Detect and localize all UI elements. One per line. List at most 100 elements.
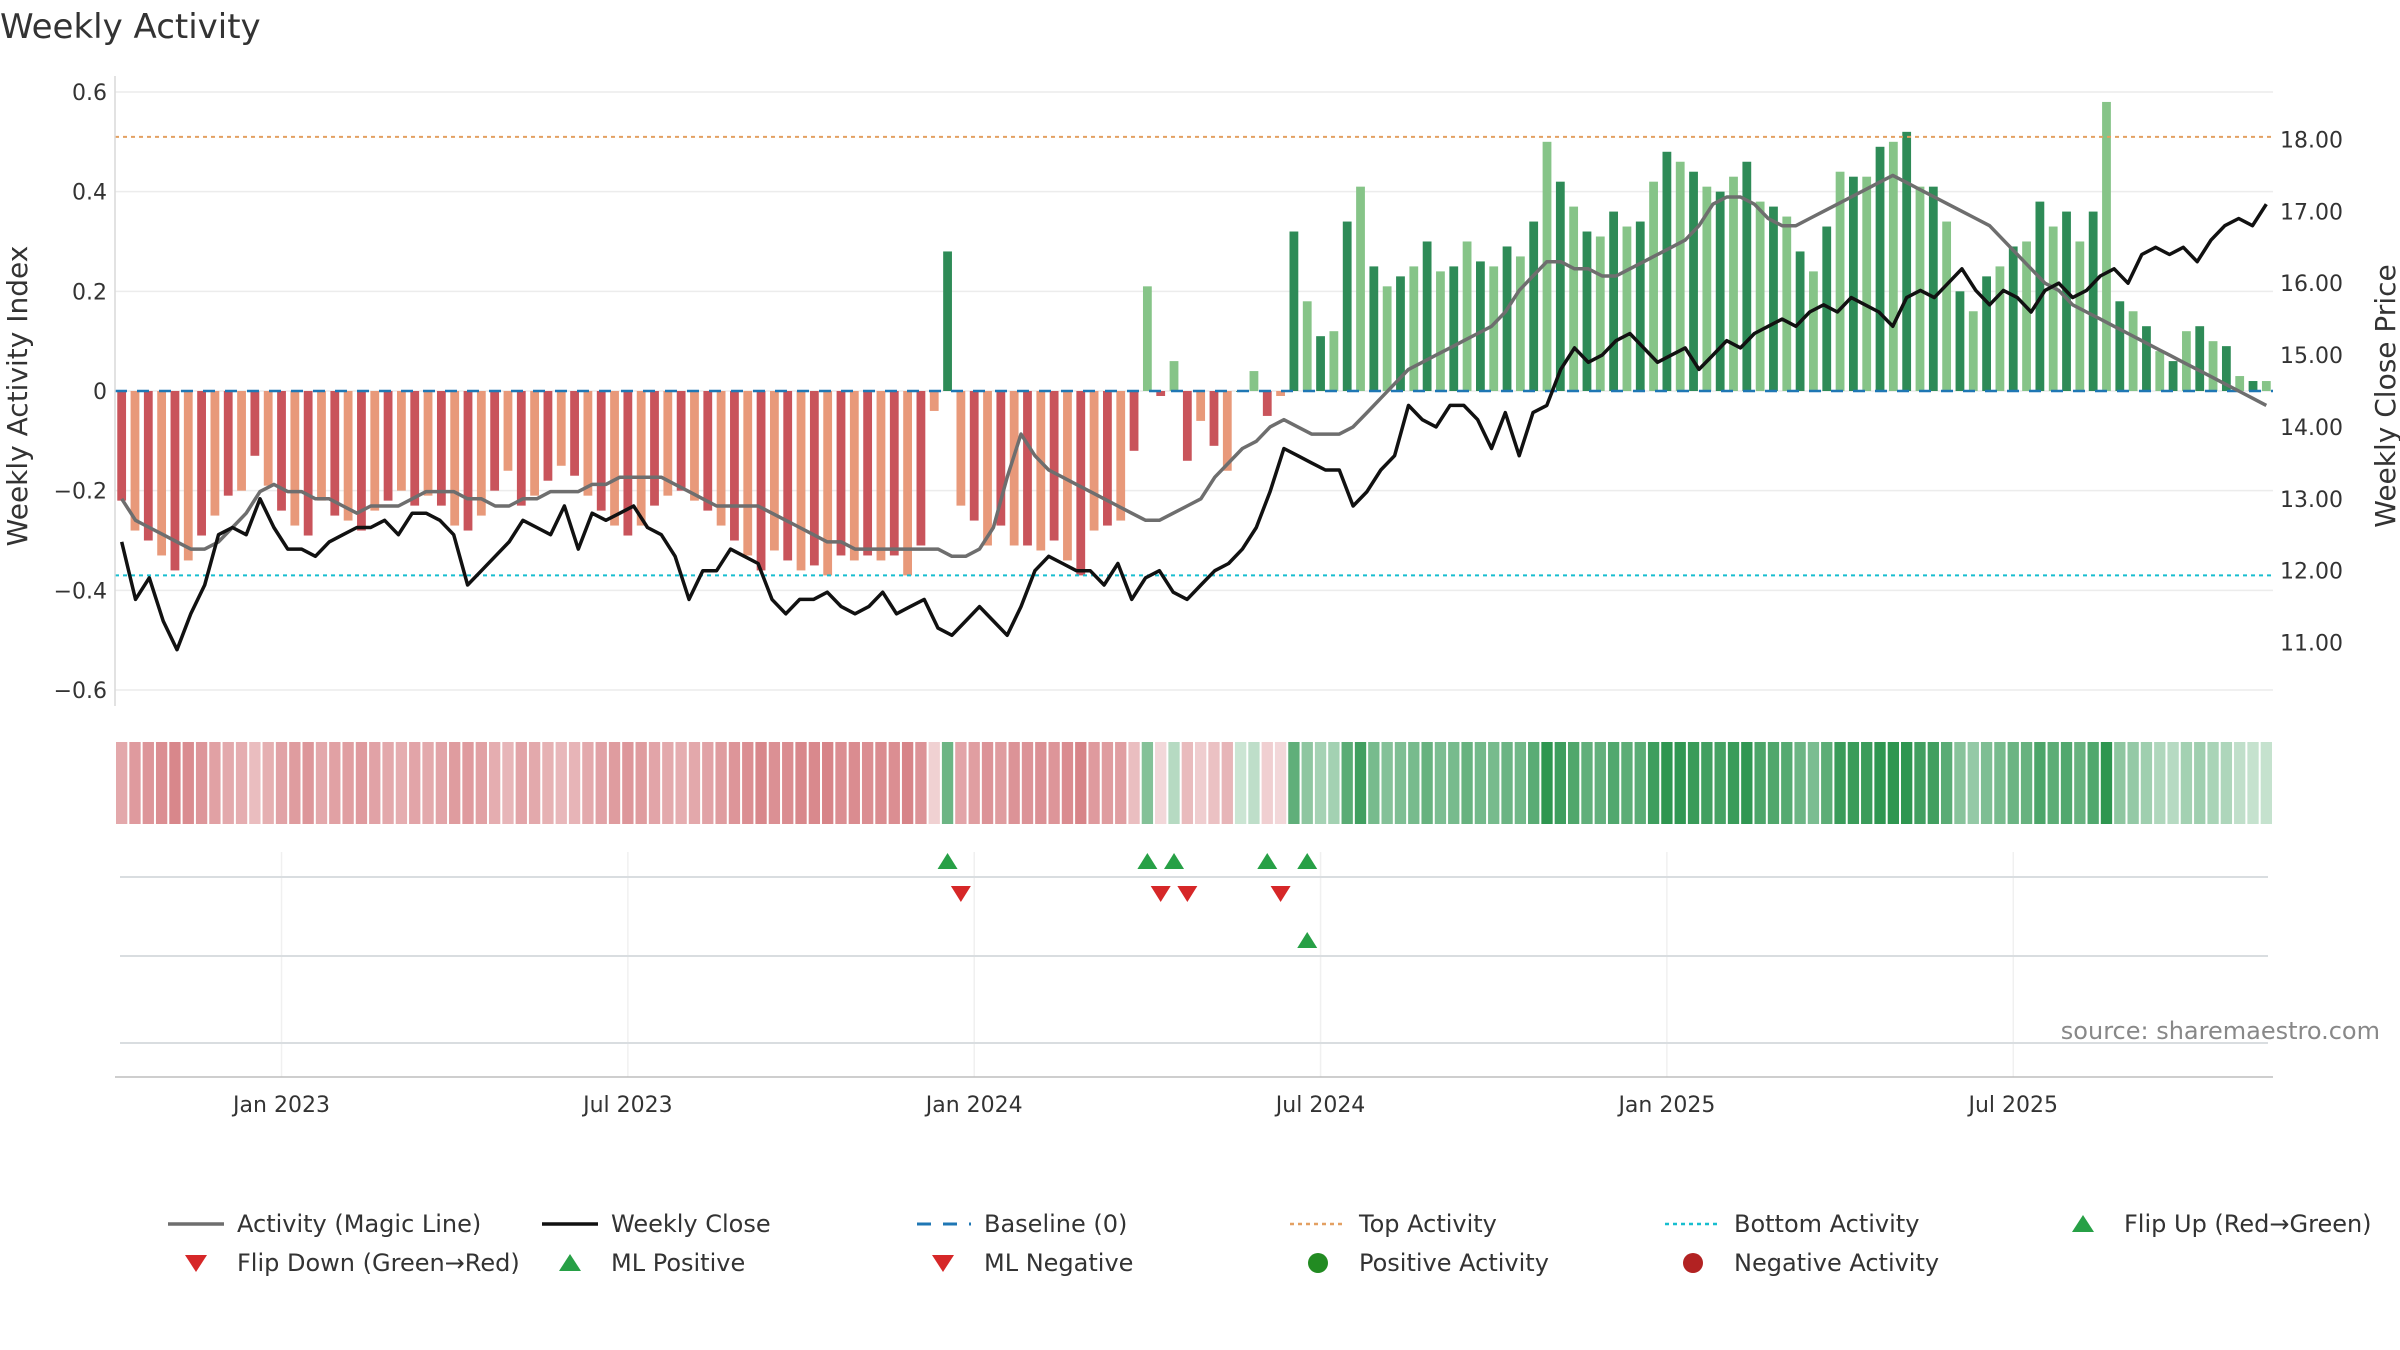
negative-activity-bar: [423, 391, 433, 496]
heat-strip-cell: [129, 742, 141, 824]
positive-activity-bar: [1569, 206, 1579, 391]
heat-strip-cell: [2260, 742, 2272, 824]
activity-heat-strip: [116, 742, 2272, 824]
heat-strip-cell: [1754, 742, 1766, 824]
positive-activity-bar: [1515, 256, 1525, 391]
heat-strip-cell: [2034, 742, 2046, 824]
series-lines: [119, 173, 2268, 652]
positive-activity-bar: [1502, 246, 1512, 391]
positive-activity-bar: [1436, 271, 1445, 391]
legend-circle-icon: [1308, 1253, 1328, 1273]
x-tick-label: Jul 2025: [1966, 1093, 2058, 1118]
activity-bars: [117, 101, 2271, 576]
negative-activity-bar: [263, 391, 273, 486]
negative-activity-bar: [556, 391, 566, 466]
positive-activity-bar: [1888, 141, 1898, 391]
heat-strip-cell: [262, 742, 274, 824]
y-right-tick-label: 11.00: [2280, 632, 2343, 657]
heat-strip-cell: [355, 742, 368, 824]
heat-strip-cell: [1008, 742, 1020, 824]
heat-strip-cell: [2020, 742, 2033, 824]
negative-activity-bar: [703, 391, 713, 511]
negative-activity-bar: [996, 391, 1006, 526]
legend: Activity (Magic Line) Weekly Close Baselin…: [168, 1210, 2372, 1277]
heat-strip-cell: [369, 742, 381, 824]
heat-strip-cell: [182, 742, 194, 824]
heat-strip-cell: [1528, 742, 1540, 824]
positive-activity-bar: [1715, 191, 1725, 391]
negative-activity-bar: [623, 391, 633, 536]
heat-strip-cell: [1434, 742, 1447, 824]
positive-activity-bar: [1675, 161, 1685, 391]
negative-activity-bar: [809, 391, 819, 566]
heat-strip-cell: [315, 742, 328, 824]
heat-strip-cell: [342, 742, 354, 824]
flip-up-marker: [1137, 853, 1158, 869]
heat-strip-cell: [768, 742, 781, 824]
heat-strip-cell: [808, 742, 821, 824]
heat-strip-cell: [1607, 742, 1620, 824]
heat-strip-cell: [1594, 742, 1606, 824]
heat-strip-cell: [1714, 742, 1726, 824]
heat-strip-cell: [1248, 742, 1260, 824]
heat-strip-cell: [1727, 742, 1740, 824]
positive-activity-bar: [1382, 286, 1392, 391]
heat-strip-cell: [449, 742, 461, 824]
positive-activity-bar: [2088, 211, 2098, 391]
heat-strip-cell: [395, 742, 408, 824]
heat-strip-cell: [329, 742, 341, 824]
flip-down-marker: [1177, 886, 1198, 902]
positive-activity-bar: [1742, 161, 1752, 391]
y-axis-left-label: Weekly Activity Index: [1, 246, 34, 547]
negative-activity-bar: [1076, 391, 1086, 576]
negative-activity-bar: [1262, 391, 1272, 416]
positive-activity-bar: [1649, 181, 1658, 391]
heat-strip-cell: [1994, 742, 2006, 824]
negative-activity-bar: [929, 391, 939, 411]
heat-strip-cell: [782, 742, 794, 824]
negative-activity-bar: [197, 391, 206, 536]
heat-strip-cell: [608, 742, 621, 824]
heat-strip-cell: [981, 742, 994, 824]
legend-circle-icon: [1683, 1253, 1703, 1273]
heat-strip-cell: [1141, 742, 1154, 824]
positive-activity-bar: [2248, 381, 2258, 391]
positive-activity-bar: [1396, 276, 1405, 391]
positive-activity-bar: [1955, 291, 1965, 391]
heat-strip-cell: [848, 742, 860, 824]
positive-activity-bar: [2102, 101, 2111, 391]
negative-activity-bar: [969, 391, 979, 521]
heat-strip-cell: [1980, 742, 1993, 824]
heat-strip-cell: [901, 742, 914, 824]
positive-activity-bar: [1769, 206, 1778, 391]
y-right-tick-label: 15.00: [2280, 344, 2343, 369]
y-right-tick-label: 18.00: [2280, 128, 2343, 153]
heat-strip-cell: [1075, 742, 1087, 824]
negative-activity-bar: [743, 391, 753, 556]
negative-activity-bar: [223, 391, 233, 496]
negative-activity-bar: [503, 391, 513, 471]
negative-activity-bar: [796, 391, 806, 571]
heat-strip-cell: [1261, 742, 1273, 824]
heat-strip-cell: [1621, 742, 1633, 824]
negative-activity-bar: [130, 391, 140, 531]
heat-strip-cell: [1168, 742, 1180, 824]
positive-activity-bar: [2128, 311, 2138, 391]
flip-up-marker: [1297, 853, 1318, 869]
negative-activity-bar: [1129, 391, 1139, 451]
negative-activity-bar: [1276, 391, 1285, 396]
positive-activity-bar: [1755, 201, 1765, 391]
negative-activity-bar: [690, 391, 699, 501]
heat-strip-cell: [941, 742, 954, 824]
negative-activity-bar: [157, 391, 167, 556]
heat-strip-cell: [928, 742, 940, 824]
positive-activity-bar: [1942, 221, 1952, 391]
negative-activity-bar: [849, 391, 859, 561]
heat-strip-cell: [1581, 742, 1593, 824]
legend-label: Top Activity: [1358, 1210, 1497, 1238]
activity-magic-line: [120, 173, 2268, 559]
negative-activity-bar: [570, 391, 579, 476]
heat-strip-cell: [688, 742, 701, 824]
negative-activity-bar: [676, 391, 686, 491]
